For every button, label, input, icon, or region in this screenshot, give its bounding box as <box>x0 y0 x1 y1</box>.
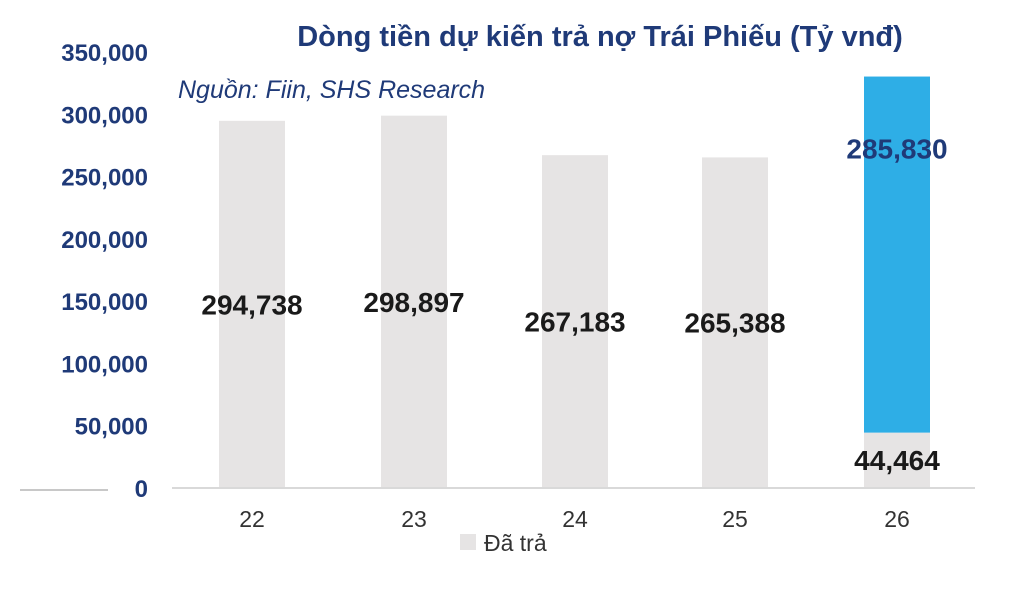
bar-paid <box>381 115 447 489</box>
x-tick-label: 26 <box>884 506 910 532</box>
x-tick-label: 23 <box>401 506 427 532</box>
y-tick-label: 350,000 <box>61 40 148 67</box>
legend-swatch <box>460 534 476 550</box>
x-tick-label: 25 <box>722 506 748 532</box>
bar-paid <box>702 157 768 488</box>
chart-subtitle: Nguồn: Fiin, SHS Research <box>178 76 485 104</box>
y-tick-label: 100,000 <box>61 351 148 378</box>
y-axis: 0 50,000 100,000 150,000 200,000 250,000 300,0… <box>61 40 148 503</box>
data-label: 44,464 <box>854 445 940 476</box>
y-tick-label: 300,000 <box>61 102 148 129</box>
data-label: 298,897 <box>363 287 464 318</box>
data-label: 285,830 <box>846 134 947 165</box>
x-axis: 22 23 24 25 26 <box>239 506 910 532</box>
data-label: 294,738 <box>201 289 302 320</box>
legend: Đã trả <box>460 530 547 556</box>
bar-paid <box>864 432 930 488</box>
bar-paid <box>219 120 285 488</box>
data-labels: 294,738 298,897 267,183 265,388 44,464 285,83… <box>201 134 947 476</box>
bar-remaining <box>864 76 930 433</box>
chart-title: Dòng tiền dự kiến trả nợ Trái Phiếu (Tỷ … <box>297 21 903 53</box>
data-label: 267,183 <box>524 307 625 338</box>
y-tick-label: 50,000 <box>75 414 148 441</box>
x-tick-label: 22 <box>239 506 265 532</box>
bars <box>219 76 930 489</box>
y-tick-label: 200,000 <box>61 227 148 254</box>
legend-label: Đã trả <box>484 530 547 556</box>
y-tick-label: 150,000 <box>61 289 148 316</box>
data-label: 265,388 <box>684 308 785 339</box>
x-tick-label: 24 <box>562 506 588 532</box>
bar-paid <box>542 155 608 488</box>
y-tick-label: 0 <box>135 476 148 503</box>
y-tick-label: 250,000 <box>61 165 148 192</box>
